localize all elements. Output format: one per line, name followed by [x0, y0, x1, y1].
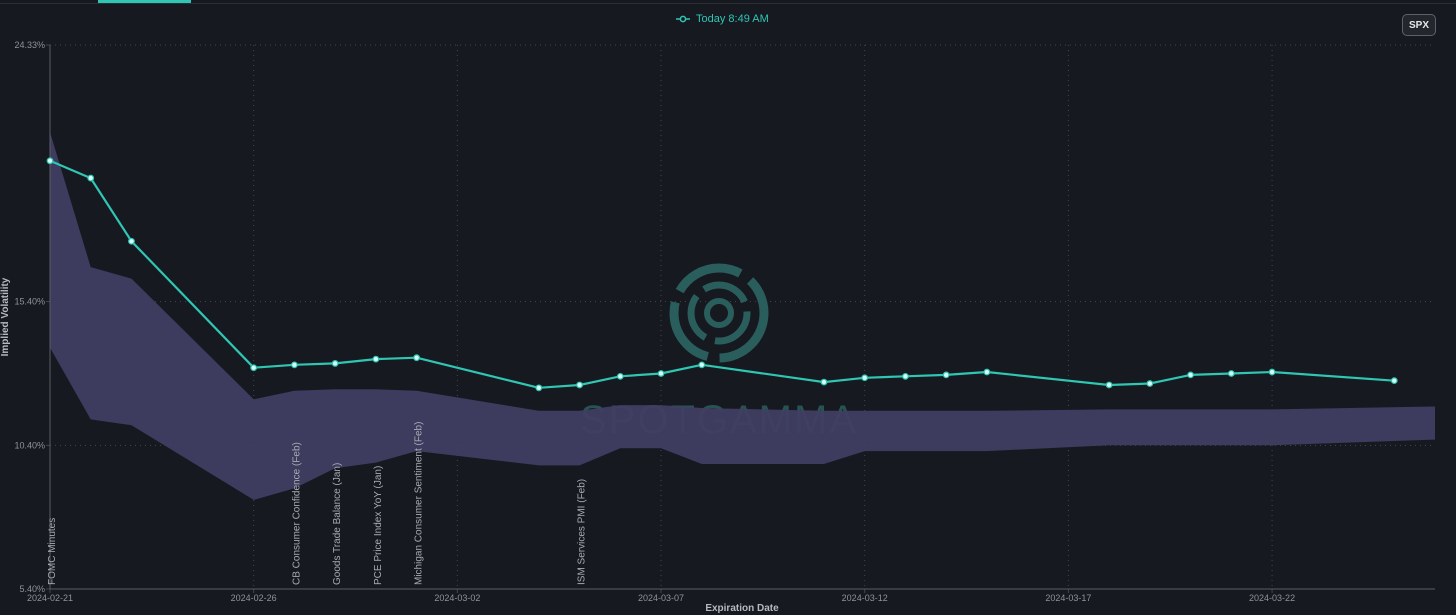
- data-point: [861, 374, 869, 382]
- active-tab-indicator: [98, 0, 191, 3]
- y-tick-label: 5.40%: [19, 584, 45, 594]
- data-point: [657, 370, 665, 377]
- data-point: [87, 174, 95, 182]
- event-label: PCE Price Index YoY (Jan): [373, 466, 384, 585]
- data-point: [535, 384, 543, 392]
- event-label: FOMC Minutes: [47, 518, 58, 585]
- data-point: [1146, 380, 1154, 387]
- grid-lines: [50, 44, 1435, 590]
- event-label: ISM Services PMI (Feb): [577, 479, 588, 585]
- series-today: [46, 157, 1398, 392]
- chart-legend[interactable]: Today 8:49 AM: [676, 13, 769, 25]
- y-tick-label: 24.33%: [14, 40, 45, 50]
- range-band-area: [50, 132, 1435, 500]
- legend-line-marker-icon: [676, 15, 690, 23]
- event-annotations: FOMC Minutes CB Consumer Confidence (Feb)…: [47, 422, 588, 585]
- y-axis-title: Implied Volatility: [0, 277, 11, 356]
- series-line: [48, 159, 1396, 389]
- x-tick-label: 2024-03-17: [1045, 593, 1091, 603]
- iv-range-band: [50, 132, 1435, 500]
- data-point: [1227, 370, 1235, 377]
- event-label: Michigan Consumer Sentiment (Feb): [414, 422, 425, 585]
- event-label: Goods Trade Balance (Jan): [332, 463, 343, 585]
- axis-labels: 24.33% 15.40% 10.40% 5.40%2024-02-21 2024-02…: [0, 40, 1295, 614]
- x-tick-label: 2024-03-07: [638, 593, 684, 603]
- x-tick-label: 2024-02-21: [27, 593, 73, 603]
- x-tick-label: 2024-03-12: [842, 593, 888, 603]
- axes: [46, 44, 1435, 593]
- event-label: CB Consumer Confidence (Feb): [291, 442, 302, 585]
- data-point: [250, 364, 258, 372]
- data-point: [331, 360, 339, 367]
- y-tick-label: 10.40%: [14, 440, 45, 450]
- legend-label: Today 8:49 AM: [696, 13, 769, 25]
- data-point: [291, 361, 298, 369]
- x-axis-title: Expiration Date: [705, 603, 779, 614]
- top-divider: [0, 3, 1456, 4]
- data-point: [1187, 371, 1194, 379]
- data-point: [1390, 377, 1398, 385]
- data-point: [902, 372, 909, 380]
- ticker-button[interactable]: SPX: [1402, 14, 1436, 36]
- x-tick-label: 2024-03-22: [1249, 593, 1295, 603]
- data-point: [413, 354, 421, 362]
- x-tick-label: 2024-03-02: [434, 593, 480, 603]
- data-point: [372, 355, 380, 363]
- data-point: [1105, 381, 1113, 389]
- data-point: [1268, 368, 1276, 376]
- data-point: [46, 157, 54, 165]
- data-point: [983, 368, 991, 376]
- data-point: [942, 371, 950, 379]
- x-tick-label: 2024-02-26: [231, 593, 277, 603]
- data-point: [576, 381, 583, 389]
- data-point: [128, 237, 135, 245]
- data-point: [698, 361, 706, 369]
- data-point: [616, 372, 624, 380]
- y-tick-label: 15.40%: [14, 297, 45, 307]
- spotgamma-logo-icon: [669, 263, 769, 363]
- data-point: [820, 378, 828, 386]
